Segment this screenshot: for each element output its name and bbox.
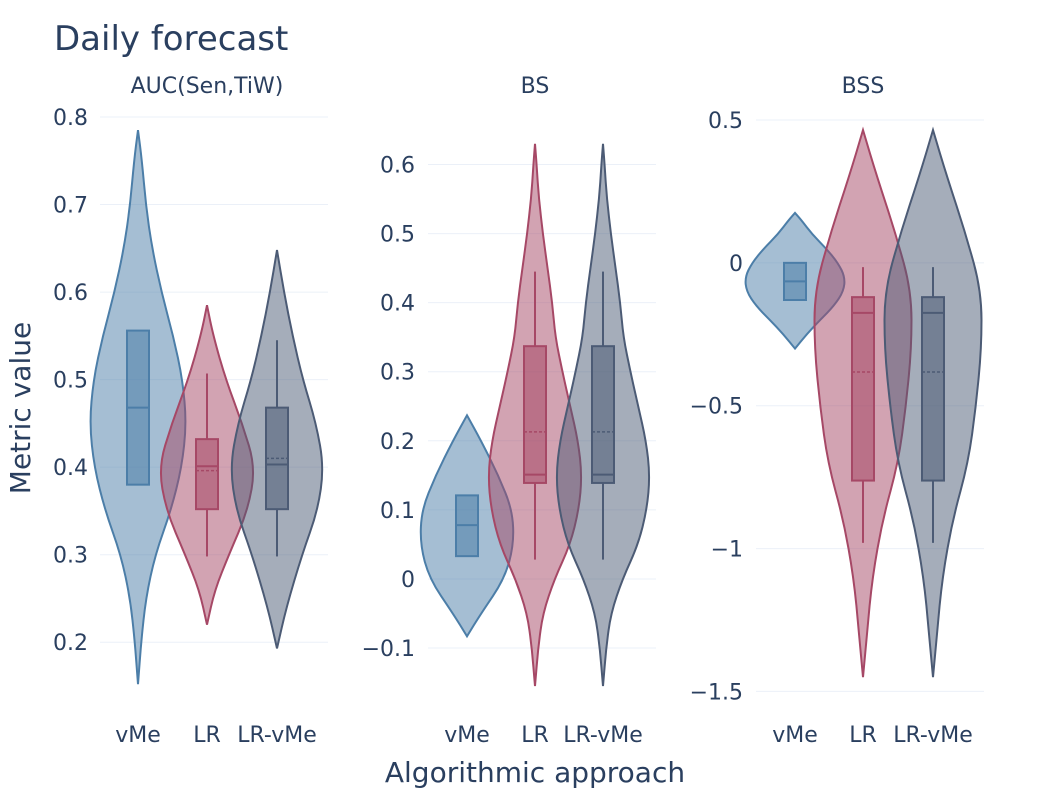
box-iqr [523, 345, 547, 484]
subplots: 0.2 0.3 0.4 0.5 0.6 0.7 0.8 AUC(Sen,TiW) vMe LR LR… [53, 74, 984, 748]
y-tick-label: 0.7 [53, 194, 88, 219]
box-iqr [195, 438, 219, 511]
y-tick-label: −1 [711, 538, 743, 563]
y-axis-title: Metric value [4, 322, 37, 494]
y-tick-label: 0.2 [53, 631, 88, 656]
y-tick-label: −1.5 [690, 680, 743, 705]
subplot-bs: −0.1 0 0.1 0.2 0.3 0.4 0.5 0.6 BS vMe LR LR-vMe [362, 74, 656, 748]
x-tick-label: LR-vMe [893, 723, 973, 748]
x-tick-label: LR [193, 723, 221, 748]
x-tick-label: LR [849, 723, 877, 748]
y-tick-label: 0.4 [53, 456, 88, 481]
violin-lr-vme [230, 249, 324, 649]
y-tick-label: 0.2 [380, 430, 415, 455]
x-tick-label: LR-vMe [563, 723, 643, 748]
box-iqr [921, 296, 945, 482]
x-tick-label: LR-vMe [237, 723, 317, 748]
subplot-title: BSS [842, 74, 885, 99]
y-tick-label: −0.1 [362, 637, 415, 662]
subplot-title: BS [521, 74, 550, 99]
chart-title: Daily forecast [54, 19, 288, 59]
y-tick-label: 0.3 [380, 361, 415, 386]
violin-lr [159, 305, 255, 625]
subplot-bss: −1.5 −1 −0.5 0 0.5 BSS vMe LR LR-vMe [690, 74, 984, 748]
violin-lr [813, 126, 913, 678]
subplot-auc-sen-tiw-: 0.2 0.3 0.4 0.5 0.6 0.7 0.8 AUC(Sen,TiW) vMe LR LR… [53, 74, 328, 748]
x-tick-label: vMe [772, 723, 818, 748]
x-tick-label: vMe [444, 723, 490, 748]
y-tick-label: 0.5 [380, 223, 415, 248]
box-iqr [591, 345, 615, 484]
y-tick-label: 0.4 [380, 292, 415, 317]
y-tick-label: 0.1 [380, 499, 415, 524]
y-tick-label: 0.5 [53, 369, 88, 394]
violin-lr-vme [883, 126, 983, 678]
y-tick-label: 0.6 [53, 281, 88, 306]
y-tick-label: 0.3 [53, 544, 88, 569]
x-tick-label: vMe [115, 723, 161, 748]
y-tick-label: 0.8 [53, 106, 88, 131]
violin-vme [89, 129, 187, 685]
violin-lr-vme [555, 143, 651, 687]
box-iqr [851, 296, 875, 482]
y-tick-label: 0 [729, 252, 743, 277]
y-tick-label: 0.5 [708, 109, 743, 134]
x-tick-label: LR [521, 723, 549, 748]
y-tick-label: −0.5 [690, 395, 743, 420]
subplot-title: AUC(Sen,TiW) [131, 74, 284, 99]
y-tick-label: 0.6 [380, 154, 415, 179]
y-tick-label: 0 [401, 568, 415, 593]
x-axis-title: Algorithmic approach [385, 756, 685, 789]
